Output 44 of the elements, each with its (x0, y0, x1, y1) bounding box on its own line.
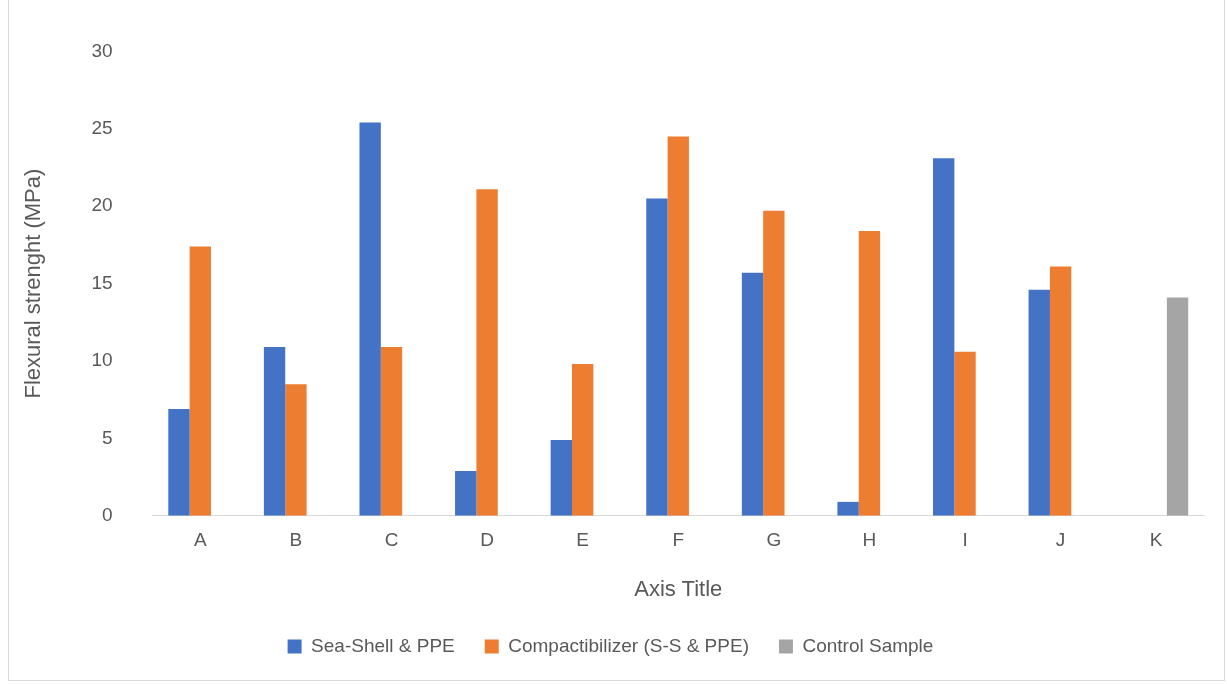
bar (763, 210, 785, 516)
y-tick-label: 15 (91, 271, 113, 293)
bar (168, 408, 190, 516)
y-tick-label: 10 (91, 349, 113, 371)
bar (550, 439, 573, 516)
bar (189, 246, 211, 516)
x-tick-label: D (480, 529, 494, 551)
bar (476, 189, 498, 516)
x-tick-label: C (384, 529, 399, 551)
x-tick-label: E (576, 529, 590, 551)
y-tick-label: 5 (101, 426, 113, 448)
bar (359, 122, 381, 516)
y-tick-label: 20 (91, 194, 113, 216)
x-tick-label: B (289, 529, 303, 551)
legend-label: Compactibilizer (S-S & PPE) (508, 634, 749, 656)
y-tick-label: 30 (91, 39, 113, 61)
legend-label: Control Sample (802, 634, 934, 656)
x-tick-label: A (193, 529, 207, 551)
y-axis-title: Flexural strenght (MPa) (20, 168, 46, 399)
x-tick-label: H (862, 529, 877, 551)
x-tick-label: G (766, 529, 782, 551)
legend-label: Sea-Shell & PPE (311, 634, 455, 656)
y-tick-label: 25 (91, 117, 113, 139)
x-tick-label: J (1055, 529, 1066, 551)
bar (1049, 266, 1072, 516)
x-tick-label: F (672, 529, 685, 551)
bar (572, 364, 594, 516)
bar (455, 470, 477, 516)
y-tick-label: 0 (101, 504, 113, 526)
bar (1028, 289, 1050, 516)
bar (646, 198, 668, 516)
bar (933, 158, 955, 516)
x-tick-label: I (962, 529, 968, 551)
x-axis-title: Axis Title (634, 575, 723, 601)
bar (285, 384, 307, 516)
bar (667, 136, 689, 516)
bar (858, 230, 881, 516)
bar (837, 501, 859, 516)
bar (263, 347, 286, 516)
bar (741, 272, 764, 516)
x-tick-label: K (1149, 529, 1163, 551)
bar (380, 347, 403, 516)
bar (954, 351, 976, 516)
bar (1166, 297, 1189, 516)
